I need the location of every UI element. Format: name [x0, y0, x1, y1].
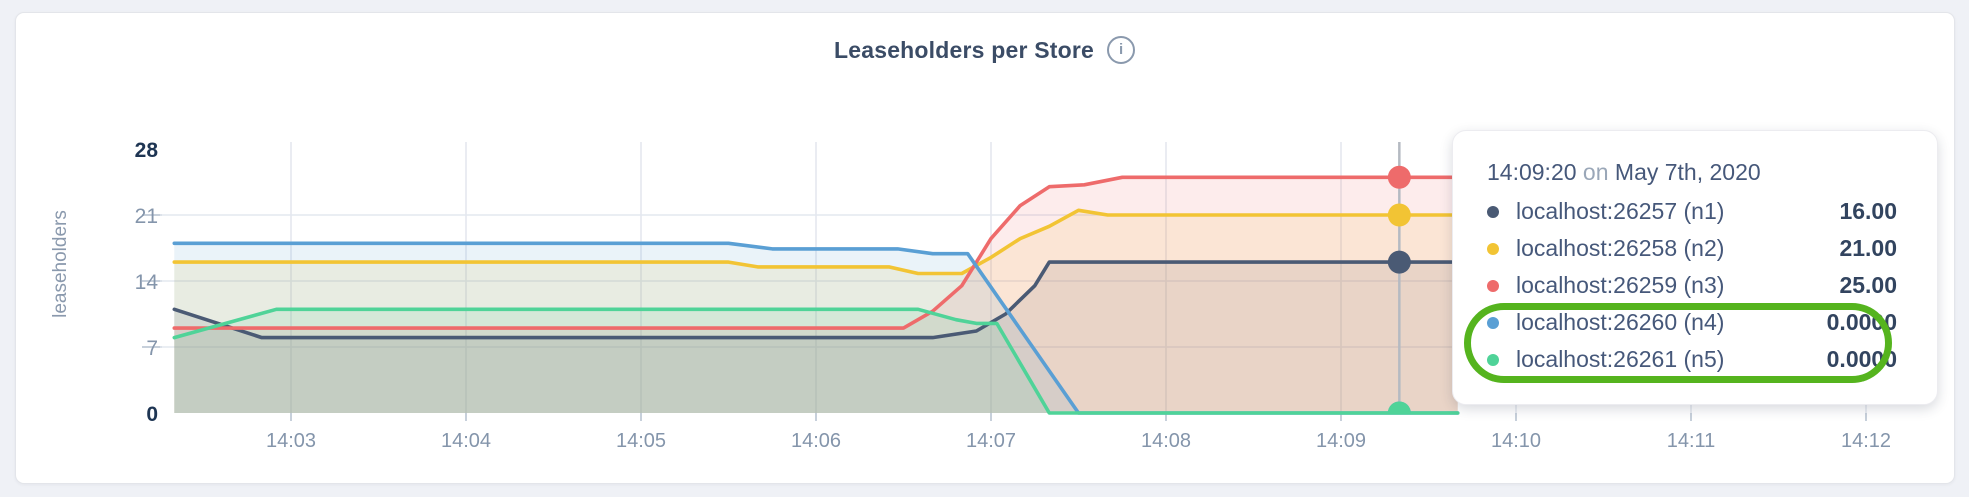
hover-dot-n2 [1387, 203, 1411, 227]
series-label: localhost:26257 (n1) [1516, 198, 1725, 224]
hover-dot-n3 [1387, 165, 1411, 189]
x-tick-label: 14:08 [1141, 430, 1191, 452]
tooltip-preposition: on [1582, 159, 1609, 185]
x-tick-label: 14:07 [966, 430, 1016, 452]
tooltip-header: 14:09:20 on May 7th, 2020 [1487, 157, 1897, 187]
series-line-n5 [172, 307, 1460, 415]
series-value: 0.0000 [1826, 309, 1897, 335]
y-tick-label: 28 [135, 139, 159, 162]
tooltip-rows: localhost:26257 (n1) 16.00 localhost:26258… [1487, 193, 1897, 378]
series-value: 21.00 [1839, 235, 1897, 261]
tooltip-date: May 7th, 2020 [1614, 159, 1761, 185]
y-axis-label: leaseholders [50, 210, 71, 318]
tooltip-row-5: localhost:26261 (n5) 0.0000 [1487, 341, 1897, 378]
hover-dot-n5 [1387, 401, 1411, 413]
series-line-n3 [172, 175, 1460, 330]
tooltip-row-2: localhost:26258 (n2) 21.00 [1487, 230, 1897, 267]
series-label: localhost:26258 (n2) [1516, 235, 1725, 261]
series-color-dot [1487, 316, 1499, 329]
tooltip-row-1: localhost:26257 (n1) 16.00 [1487, 193, 1897, 230]
x-tick-label: 14:05 [616, 430, 666, 452]
series-color-dot [1487, 353, 1499, 366]
tooltip-row-4: localhost:26260 (n4) 0.0000 [1487, 304, 1897, 341]
x-tick-label: 14:04 [441, 430, 491, 452]
series-label: localhost:26259 (n3) [1516, 272, 1725, 298]
series-color-dot [1487, 205, 1499, 218]
x-tick-label: 14:03 [266, 430, 316, 452]
y-tick-label: 0 [146, 403, 158, 426]
x-tick-label: 14:12 [1841, 430, 1891, 452]
chart-header: Leaseholders per Store i [0, 36, 1969, 64]
tooltip-time: 14:09:20 [1487, 159, 1577, 185]
series-label: localhost:26261 (n5) [1516, 346, 1725, 372]
series-color-dot [1487, 242, 1499, 255]
info-icon[interactable]: i [1107, 36, 1136, 64]
x-tick-label: 14:09 [1316, 430, 1366, 452]
chart-title: Leaseholders per Store [833, 36, 1095, 63]
x-tick-label: 14:11 [1667, 430, 1716, 452]
series-area-n1 [174, 262, 1458, 413]
x-tick-label: 14:06 [791, 430, 841, 452]
y-tick-label: 21 [135, 205, 158, 228]
series-label: localhost:26260 (n4) [1516, 309, 1725, 335]
series-value: 16.00 [1839, 198, 1897, 224]
hover-dot-n1 [1387, 250, 1411, 274]
series-area-n3 [174, 177, 1458, 413]
series-line-n4 [172, 241, 1460, 415]
x-tick-label: 14:10 [1491, 430, 1541, 452]
series-area-n5 [174, 309, 1458, 413]
series-value: 25.00 [1839, 272, 1897, 298]
y-tick-label: 14 [135, 271, 159, 294]
series-value: 0.0000 [1826, 346, 1897, 372]
tooltip-row-3: localhost:26259 (n3) 25.00 [1487, 267, 1897, 304]
series-color-dot [1487, 279, 1499, 292]
hover-group [1387, 142, 1411, 413]
hover-tooltip: 14:09:20 on May 7th, 2020 localhost:2625… [1452, 130, 1938, 405]
y-tick-label: 7 [146, 337, 158, 360]
